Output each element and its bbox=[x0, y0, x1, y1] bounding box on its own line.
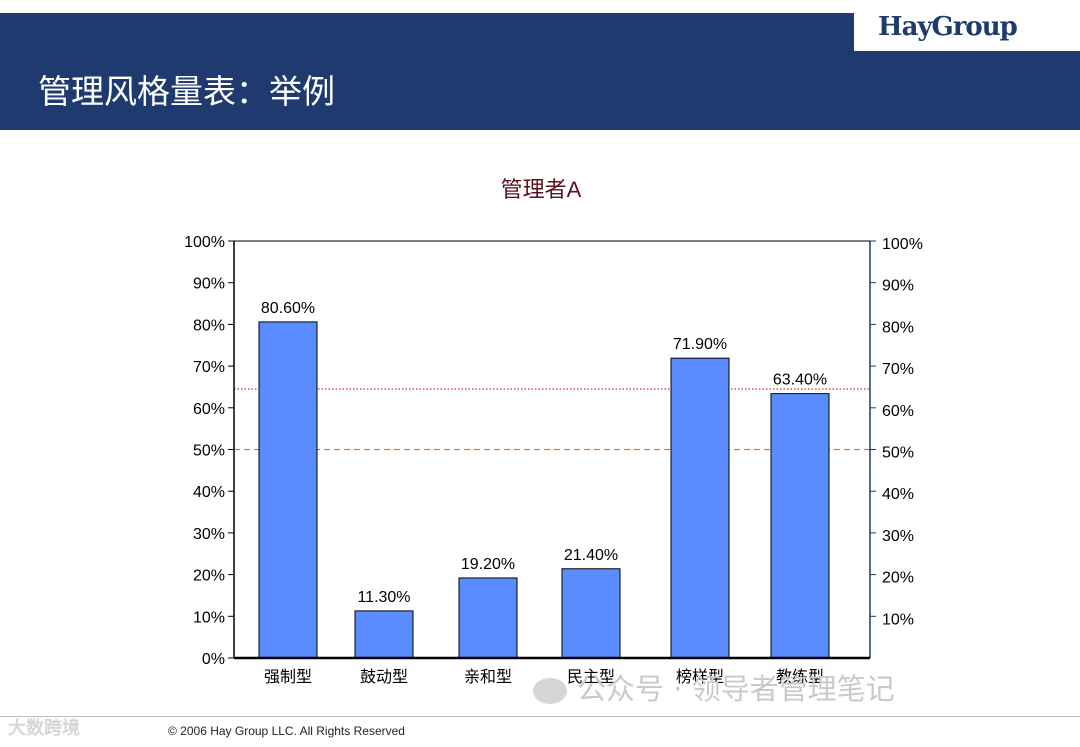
y-tick-label-left: 10% bbox=[193, 609, 225, 626]
footer-divider bbox=[0, 716, 1080, 717]
bar bbox=[670, 357, 730, 659]
y-tick-label-left: 50% bbox=[193, 443, 225, 460]
watermark-left: 大数跨境 bbox=[8, 718, 80, 739]
y-tick-label-right: 80% bbox=[882, 319, 914, 336]
bar bbox=[258, 321, 318, 659]
data-label: 21.40% bbox=[564, 547, 618, 564]
y-tick-label-right: 50% bbox=[882, 445, 914, 462]
data-label: 80.60% bbox=[261, 300, 315, 317]
y-tick-label-left: 20% bbox=[193, 568, 225, 585]
wechat-icon bbox=[533, 678, 567, 704]
bar bbox=[458, 577, 518, 659]
y-tick-label-right: 30% bbox=[882, 528, 914, 545]
category-label: 亲和型 bbox=[464, 668, 512, 686]
y-tick-label-right: 70% bbox=[882, 361, 914, 378]
category-label: 教练型 bbox=[776, 668, 824, 686]
category-label: 鼓动型 bbox=[360, 668, 408, 686]
bar bbox=[561, 568, 621, 659]
y-tick-label-right: 10% bbox=[882, 611, 914, 628]
watermark-right: 公众号 · 领导者管理笔记 bbox=[533, 666, 895, 708]
y-tick-label-left: 90% bbox=[193, 276, 225, 293]
bar bbox=[354, 610, 414, 659]
page-title: 管理风格量表：举例 bbox=[38, 72, 335, 111]
y-tick-label-right: 90% bbox=[882, 278, 914, 295]
bar bbox=[770, 393, 830, 659]
y-tick-label-right: 60% bbox=[882, 403, 914, 420]
watermark-right-text: 公众号 · 领导者管理笔记 bbox=[577, 672, 895, 706]
y-tick-label-left: 60% bbox=[193, 401, 225, 418]
category-label: 榜样型 bbox=[676, 668, 724, 686]
y-tick-label-left: 30% bbox=[193, 526, 225, 543]
data-label: 71.90% bbox=[673, 336, 727, 353]
data-label: 63.40% bbox=[773, 372, 827, 389]
header-bar: HayGroup 管理风格量表：举例 bbox=[0, 12, 1080, 130]
chart-title: 管理者A bbox=[501, 177, 582, 202]
y-tick-label-left: 100% bbox=[184, 234, 225, 251]
y-tick-label-left: 0% bbox=[202, 651, 225, 668]
y-tick-label-left: 70% bbox=[193, 359, 225, 376]
y-tick-label-right: 40% bbox=[882, 486, 914, 503]
data-label: 11.30% bbox=[357, 589, 410, 606]
copyright-text: © 2006 Hay Group LLC. All Rights Reserve… bbox=[168, 724, 405, 738]
y-tick-label-right: 20% bbox=[882, 570, 914, 587]
y-tick-label-right: 100% bbox=[882, 236, 923, 253]
logo-box: HayGroup bbox=[854, 12, 1080, 51]
y-tick-label-left: 80% bbox=[193, 317, 225, 334]
category-label: 强制型 bbox=[264, 668, 312, 686]
y-tick-label-left: 40% bbox=[193, 484, 225, 501]
haygroup-logo: HayGroup bbox=[878, 12, 1018, 42]
category-label: 民主型 bbox=[567, 668, 615, 686]
data-label: 19.20% bbox=[461, 556, 515, 573]
